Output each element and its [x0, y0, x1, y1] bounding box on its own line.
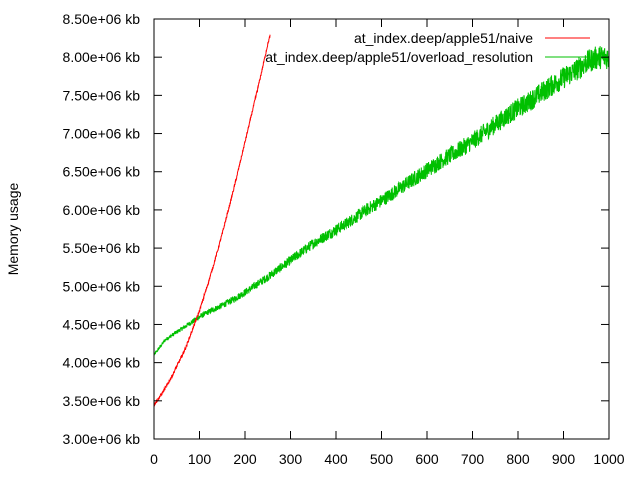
legend-label: at_index.deep/apple51/naive [354, 30, 533, 46]
plot-frame [153, 18, 610, 440]
x-tick-label: 0 [150, 451, 158, 467]
x-tick-label: 800 [506, 451, 530, 467]
x-tick-label: 600 [415, 451, 439, 467]
x-tick-label: 700 [461, 451, 485, 467]
y-tick-label: 4.00e+06 kb [63, 355, 141, 371]
legend-label: at_index.deep/apple51/overload_resolutio… [265, 49, 533, 65]
y-tick-label: 6.50e+06 kb [63, 164, 141, 180]
ticks-layer: 0 100 200 300 400 500 600 700 800 900 1000 3.00e+06… [63, 11, 625, 467]
y-tick-label: 5.00e+06 kb [63, 278, 141, 294]
y-tick-label: 5.50e+06 kb [63, 240, 141, 256]
y-tick-label: 7.50e+06 kb [63, 87, 141, 103]
y-tick-label: 4.50e+06 kb [63, 316, 141, 332]
x-tick-label: 1000 [593, 451, 624, 467]
y-tick-label: 3.50e+06 kb [63, 393, 141, 409]
y-tick-label: 8.00e+06 kb [63, 49, 141, 65]
x-tick-label: 500 [370, 451, 394, 467]
y-tick-label: 8.50e+06 kb [63, 11, 141, 27]
series-line-overload-resolution [153, 46, 610, 356]
y-axis-label: Memory usage [5, 182, 21, 275]
x-tick-label: 200 [233, 451, 257, 467]
x-tick-label: 300 [279, 451, 303, 467]
x-tick-label: 400 [324, 451, 348, 467]
y-tick-label: 7.00e+06 kb [63, 126, 141, 142]
x-tick-label: 100 [188, 451, 212, 467]
y-tick-label: 6.00e+06 kb [63, 202, 141, 218]
legend: at_index.deep/apple51/naive at_index.deep… [265, 30, 590, 65]
series-layer [153, 34, 610, 407]
y-tick-label: 3.00e+06 kb [63, 431, 141, 447]
x-tick-label: 900 [552, 451, 576, 467]
series-line-naive [153, 34, 271, 407]
